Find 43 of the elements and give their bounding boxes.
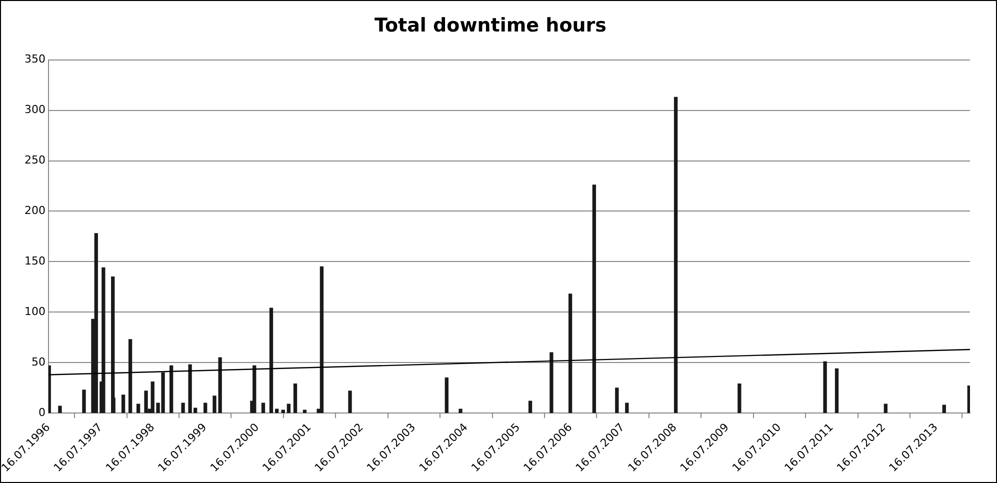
bar	[252, 365, 256, 413]
bar	[275, 408, 279, 413]
bar	[261, 402, 266, 413]
bar	[170, 365, 174, 413]
bar	[128, 339, 132, 413]
bar	[823, 361, 827, 413]
bar	[592, 184, 596, 413]
bar	[884, 404, 888, 413]
y-tick-label: 0	[38, 406, 46, 419]
bar	[94, 233, 98, 413]
y-tick-label: 300	[24, 103, 46, 116]
y-tick-label: 100	[24, 305, 46, 318]
chart-title: Total downtime hours	[374, 14, 606, 36]
bar	[102, 267, 106, 413]
bar	[286, 404, 291, 413]
bar	[615, 388, 619, 413]
bar	[967, 386, 970, 413]
bar	[293, 384, 298, 413]
bar	[550, 352, 554, 413]
bar	[144, 390, 148, 413]
bar	[738, 384, 742, 413]
y-tick-label: 50	[32, 356, 46, 369]
bar	[204, 402, 208, 413]
bar	[568, 294, 572, 413]
bar	[82, 390, 86, 413]
bar	[121, 394, 126, 413]
bar	[528, 400, 532, 413]
bar	[320, 266, 324, 413]
bar	[136, 404, 140, 413]
bar	[444, 377, 448, 413]
y-tick-label: 350	[24, 52, 46, 66]
bar	[625, 402, 629, 413]
bar	[58, 406, 62, 413]
bar	[674, 96, 678, 413]
bar	[348, 390, 352, 413]
bar	[942, 404, 946, 413]
y-tick-label: 250	[24, 154, 46, 167]
bar	[269, 308, 274, 413]
y-tick-label: 200	[24, 204, 46, 218]
bar	[834, 368, 839, 413]
bar	[458, 408, 462, 413]
y-tick-label: 150	[24, 254, 46, 268]
bar	[181, 402, 185, 413]
